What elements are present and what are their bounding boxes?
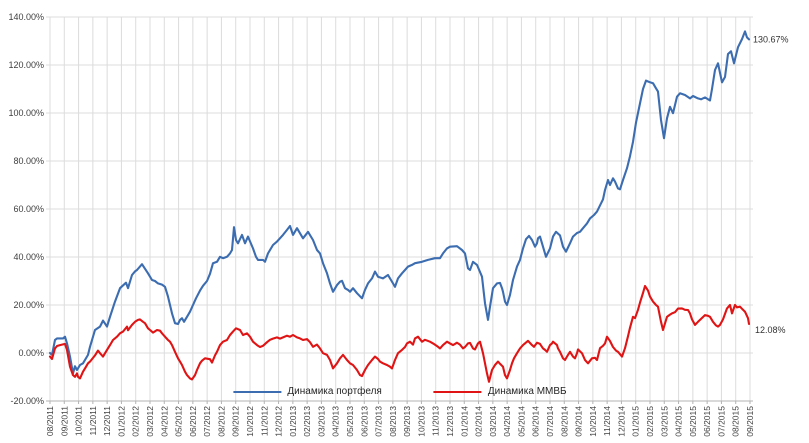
x-tick-label: 11/2014 — [602, 406, 612, 436]
y-tick-label: 80.00% — [13, 156, 44, 166]
x-tick-label: 08/2011 — [45, 406, 55, 436]
x-tick-label: 10/2013 — [416, 406, 426, 437]
x-tick-label: 03/2013 — [316, 406, 326, 437]
legend-item-micex: Динамика ММВБ — [433, 386, 567, 397]
x-tick-label: 09/2011 — [59, 406, 69, 436]
x-tick-label: 10/2014 — [588, 406, 598, 437]
x-tick-label: 03/2012 — [145, 406, 155, 437]
portfolio-end-value-label: 130.67% — [753, 34, 789, 44]
series-line-portfolio — [48, 30, 751, 375]
y-tick-label: 20.00% — [13, 300, 44, 310]
x-tick-label: 01/2014 — [459, 406, 469, 437]
x-tick-label: 07/2012 — [202, 406, 212, 437]
x-tick-label: 06/2012 — [188, 406, 198, 437]
x-tick-label: 08/2013 — [388, 406, 398, 437]
x-tick-label: 04/2013 — [331, 406, 341, 437]
x-tick-label: 11/2013 — [431, 406, 441, 436]
y-tick-label: 60.00% — [13, 204, 44, 214]
x-tick-label: 03/2014 — [488, 406, 498, 437]
x-tick-label: 05/2012 — [174, 406, 184, 437]
y-tick-label: 140.00% — [8, 12, 44, 22]
x-tick-label: 09/2014 — [574, 406, 584, 437]
x-tick-label: 01/2012 — [116, 406, 126, 437]
x-tick-label: 02/2014 — [474, 406, 484, 437]
micex-line-swatch-icon — [433, 390, 482, 393]
x-tick-label: 02/2013 — [302, 406, 312, 437]
legend-label-portfolio: Динамика портфеля — [287, 386, 382, 397]
x-tick-label: 10/2012 — [245, 406, 255, 437]
x-tick-label: 12/2013 — [445, 406, 455, 437]
x-tick-label: 03/2015 — [659, 406, 669, 437]
y-tick-label: -20.00% — [10, 396, 44, 406]
x-tick-label: 08/2015 — [731, 406, 741, 437]
x-tick-label: 12/2012 — [274, 406, 284, 437]
x-tick-label: 12/2011 — [102, 406, 112, 436]
x-tick-label: 01/2015 — [631, 406, 641, 437]
x-tick-label: 04/2012 — [159, 406, 169, 437]
y-tick-label: 120.00% — [8, 60, 44, 70]
x-tick-label: 01/2013 — [288, 406, 298, 437]
x-tick-label: 12/2014 — [616, 406, 626, 437]
portfolio-line-swatch-icon — [233, 390, 282, 393]
legend-label-micex: Динамика ММВБ — [487, 386, 567, 397]
x-tick-label: 09/2015 — [745, 406, 755, 437]
x-tick-label: 02/2012 — [131, 406, 141, 437]
y-tick-label: 40.00% — [13, 252, 44, 262]
x-tick-label: 04/2015 — [674, 406, 684, 437]
x-tick-label: 06/2014 — [531, 406, 541, 437]
x-tick-label: 07/2015 — [716, 406, 726, 437]
x-tick-label: 09/2013 — [402, 406, 412, 437]
x-tick-label: 05/2015 — [688, 406, 698, 437]
y-tick-label: 0.00% — [18, 348, 44, 358]
x-tick-label: 11/2012 — [259, 406, 269, 436]
x-tick-label: 11/2011 — [88, 406, 98, 436]
x-tick-label: 07/2014 — [545, 406, 555, 437]
series-line-micex — [48, 284, 751, 383]
legend-item-portfolio: Динамика портфеля — [233, 386, 382, 397]
micex-end-value-label: 12.08% — [755, 325, 786, 335]
x-tick-label: 07/2013 — [374, 406, 384, 437]
x-tick-label: 10/2011 — [74, 406, 84, 436]
x-tick-label: 05/2014 — [516, 406, 526, 437]
x-tick-label: 04/2014 — [502, 406, 512, 437]
chart-legend: Динамика портфеля Динамика ММВБ — [233, 386, 567, 397]
x-tick-label: 06/2015 — [702, 406, 712, 437]
x-tick-label: 08/2012 — [216, 406, 226, 437]
x-tick-label: 05/2013 — [345, 406, 355, 437]
x-tick-label: 06/2013 — [359, 406, 369, 437]
x-tick-label: 09/2012 — [231, 406, 241, 437]
x-tick-label: 08/2014 — [559, 406, 569, 437]
x-tick-label: 02/2015 — [645, 406, 655, 437]
y-tick-label: 100.00% — [8, 108, 44, 118]
